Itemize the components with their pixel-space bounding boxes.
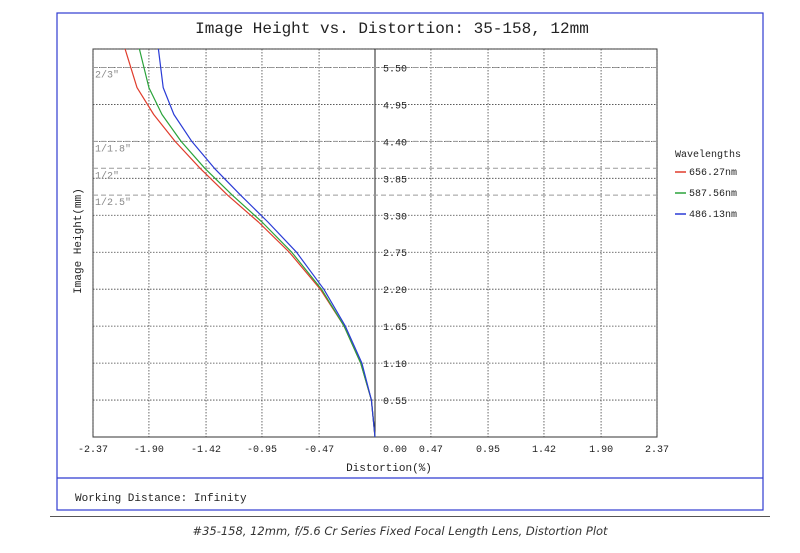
y-tick-label: 2.20 [383, 286, 407, 297]
sensor-marker-label: 2/3" [95, 69, 119, 81]
y-tick-label: 3.85 [383, 175, 407, 186]
y-tick-label: 1.10 [383, 360, 407, 371]
y-tick-label: 5.50 [383, 64, 407, 75]
x-tick-label: -2.37 [78, 445, 108, 456]
sensor-marker-label: 1/2" [95, 170, 119, 182]
sensor-marker-label: 1/2.5" [95, 197, 131, 209]
legend-entry: 587.56nm [689, 189, 737, 200]
x-tick-label: 2.37 [645, 445, 669, 456]
x-axis-label: Distortion(%) [346, 463, 432, 475]
x-tick-label: 0.00 [383, 445, 407, 456]
legend: Wavelengths 656.27nm 587.56nm 486.13nm [675, 149, 741, 221]
x-tick-label: 0.47 [419, 445, 443, 456]
caption-rule [50, 516, 770, 517]
sensor-marker-label: 1/1.8" [95, 143, 131, 155]
legend-entry: 486.13nm [689, 210, 737, 221]
sensor-marker-layer: 2/3" 1/1.8" 1/2" 1/2.5" [93, 66, 657, 209]
series-layer [124, 48, 376, 438]
x-tick-label: -0.47 [304, 445, 334, 456]
x-tick-label: -0.95 [247, 445, 277, 456]
chart-title: Image Height vs. Distortion: 35-158, 12m… [195, 20, 589, 38]
working-distance-label: Working Distance: Infinity [75, 493, 247, 505]
x-tick-label: 1.90 [589, 445, 613, 456]
series-line-587.56nm [138, 48, 376, 438]
y-tick-label: 2.75 [383, 249, 407, 260]
tick-label-layer: -2.37 -1.90 -1.42 -0.95 -0.47 0.00 0.47 0.95 1.4… [78, 64, 669, 456]
x-tick-label: -1.42 [191, 445, 221, 456]
y-tick-label: 4.95 [383, 101, 407, 112]
x-tick-label: 1.42 [532, 445, 556, 456]
y-tick-label: 3.30 [383, 212, 407, 223]
x-tick-label: 0.95 [476, 445, 500, 456]
figure-caption: #35-158, 12mm, f/5.6 Cr Series Fixed Foc… [192, 524, 608, 538]
series-line-486.13nm [157, 48, 376, 438]
x-tick-label: -1.90 [134, 445, 164, 456]
y-axis-label: Image Height(mm) [73, 188, 85, 294]
legend-entry: 656.27nm [689, 168, 737, 179]
grid-layer [92, 48, 658, 438]
y-tick-label: 4.40 [383, 138, 407, 149]
y-tick-label: 0.55 [383, 397, 407, 408]
legend-title: Wavelengths [675, 149, 741, 161]
y-tick-label: 1.65 [383, 323, 407, 334]
